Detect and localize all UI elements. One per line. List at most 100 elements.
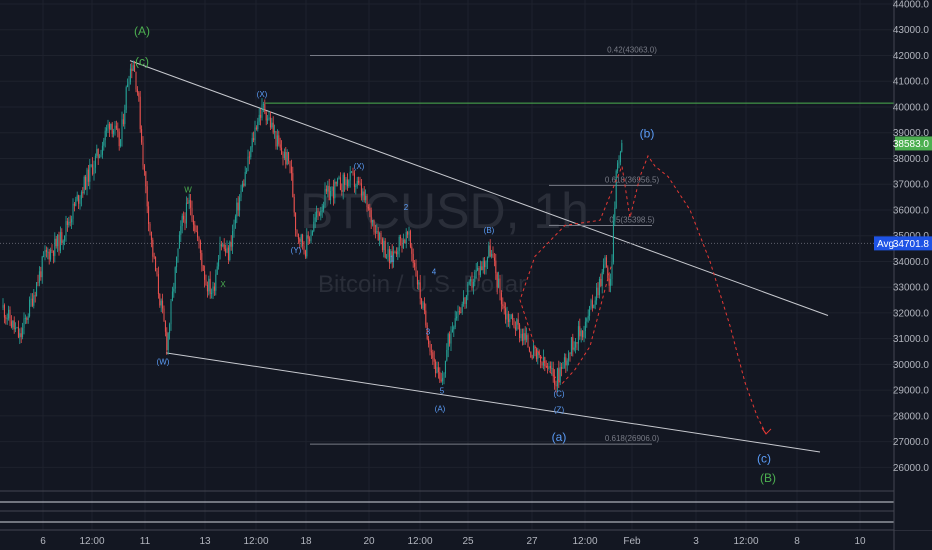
candle-body: [215, 274, 217, 291]
candle-body: [447, 334, 449, 351]
candle-body: [418, 282, 420, 285]
candle-body: [387, 249, 389, 257]
candle-body: [519, 324, 521, 338]
candle-body: [2, 305, 4, 308]
candle-body: [367, 207, 369, 209]
candle-body: [85, 176, 87, 190]
candle-body: [101, 145, 103, 155]
candle-body: [507, 313, 509, 322]
candle-body: [573, 347, 575, 350]
wave-label: (c): [757, 452, 771, 466]
candle-body: [71, 218, 73, 223]
candle-body: [225, 248, 227, 253]
candle-body: [253, 138, 255, 141]
candle-body: [234, 216, 236, 224]
candle-body: [405, 231, 407, 244]
price-axis[interactable]: 26000.0 27000.0 28000.0 29000.0 30000.0 31000…: [874, 0, 932, 550]
candle-body: [295, 212, 297, 231]
candle-body: [16, 327, 18, 328]
candle-body: [26, 318, 28, 320]
candle-body: [293, 197, 295, 213]
candle-body: [499, 278, 501, 293]
candle-body: [51, 249, 53, 252]
candle-body: [110, 123, 112, 130]
last-price-label: 38583.0: [893, 139, 930, 150]
wave-label: (Z): [554, 405, 565, 414]
price-tick-label: 29000.0: [893, 386, 930, 397]
candle-body: [299, 238, 301, 242]
candle-body: [603, 264, 605, 273]
candle-body: [605, 257, 607, 268]
candle-body: [155, 256, 157, 272]
candle-body: [618, 162, 620, 164]
candle-body: [383, 240, 385, 251]
candle-body: [59, 232, 61, 251]
candle-body: [580, 330, 582, 337]
candle-body: [181, 215, 183, 227]
candle-body: [453, 326, 455, 330]
candle-body: [303, 246, 305, 251]
candle-body: [346, 179, 348, 187]
candle-body: [391, 251, 393, 261]
candle-body: [561, 367, 563, 369]
candle-body: [17, 327, 19, 338]
candle-body: [341, 190, 343, 192]
candle-body: [272, 122, 274, 133]
candle-body: [362, 191, 364, 196]
candle-body: [352, 171, 354, 174]
candle-body: [113, 130, 115, 134]
candle-body: [365, 195, 367, 201]
candle-body: [325, 188, 327, 192]
candle-body: [533, 345, 535, 359]
candle-body: [89, 164, 91, 182]
candle-body: [248, 156, 250, 158]
candle-body: [285, 151, 287, 165]
candle-body: [24, 318, 26, 319]
candle-body: [528, 347, 530, 352]
time-axis[interactable]: 6 12:00 11 13 12:00 18 20 12:00 25 27 12:00 Feb 3 12:…: [0, 529, 932, 550]
candle-body: [590, 300, 592, 307]
time-tick-label: 13: [199, 536, 211, 547]
candle-body: [552, 368, 554, 377]
candle-body: [576, 342, 578, 344]
projection-line: [519, 154, 767, 435]
candle-body: [587, 315, 589, 319]
candle-body: [68, 221, 70, 225]
candle-body: [47, 251, 49, 253]
candle-body: [297, 233, 299, 239]
candle-body: [131, 68, 133, 71]
candle-body: [12, 320, 14, 328]
candle-body: [184, 219, 186, 224]
candle-body: [331, 186, 333, 191]
candle-body: [316, 211, 318, 218]
candle-body: [75, 199, 77, 206]
candle-body: [460, 312, 462, 314]
wave-label: (A): [435, 404, 446, 413]
candle-body: [323, 205, 325, 211]
wave-label: X: [220, 280, 226, 289]
candle-body: [430, 351, 432, 353]
candle-body: [173, 288, 175, 292]
price-axis-bg: [894, 0, 932, 530]
wave-label: (a): [552, 430, 567, 444]
candle-body: [610, 278, 612, 286]
time-tick-label: 12:00: [243, 536, 268, 547]
price-tick-label: 32000.0: [893, 308, 930, 319]
candle-body: [372, 220, 374, 223]
candle-body: [479, 266, 481, 276]
candle-body: [472, 281, 474, 288]
candle-body: [246, 170, 248, 173]
candle-body: [407, 231, 409, 235]
candle-body: [128, 81, 130, 85]
candle-body: [498, 278, 500, 288]
candle-body: [524, 333, 526, 340]
candle-body: [159, 293, 161, 306]
candle-body: [92, 164, 94, 175]
candle-body: [488, 245, 490, 258]
candle-body: [614, 207, 616, 222]
candle-body: [148, 206, 150, 225]
candle-body: [318, 213, 320, 216]
candle-body: [328, 185, 330, 201]
candle-body: [90, 164, 92, 166]
